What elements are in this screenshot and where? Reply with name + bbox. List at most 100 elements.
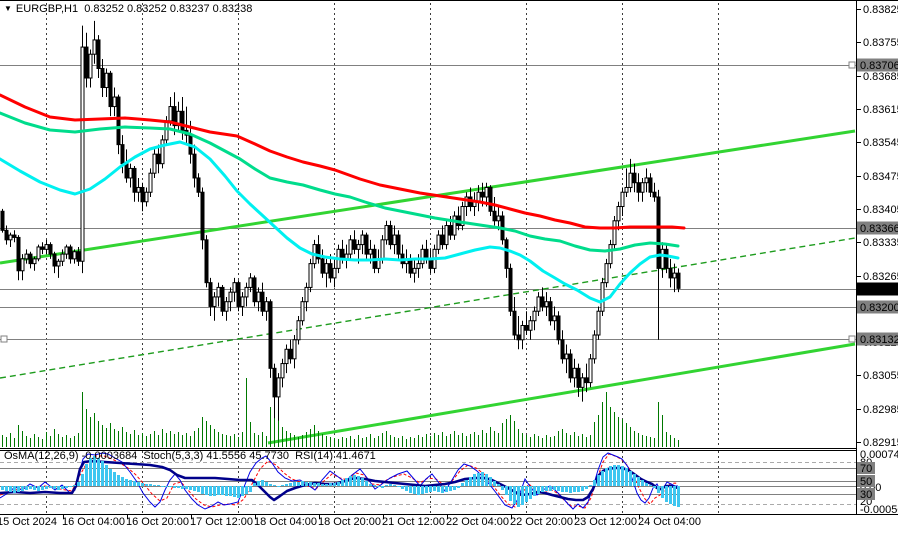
candle (348, 235, 353, 259)
candle (292, 335, 297, 369)
candle (236, 280, 241, 312)
symbol-dropdown-icon[interactable]: ▼ (4, 4, 12, 13)
candle (360, 230, 365, 255)
candle (0, 208, 5, 233)
candle (576, 363, 581, 397)
candle (664, 244, 669, 274)
candle (440, 225, 445, 250)
candle (136, 177, 141, 202)
candle (156, 144, 161, 174)
candle (260, 282, 265, 316)
candle (224, 296, 229, 321)
candle (112, 87, 117, 117)
pane-separators (0, 448, 898, 515)
ma-cyan-line[interactable] (0, 140, 680, 304)
candle (628, 158, 633, 193)
candle (16, 235, 21, 281)
candle (580, 373, 585, 402)
price-level-badge: 0.83706 (860, 60, 898, 72)
candle (400, 244, 405, 269)
candle (536, 292, 541, 316)
price-tick-label: 0.83825 (863, 4, 898, 16)
price-axis[interactable]: 0.83825 0.83755 0.83685 0.83615 0.83545 0.834… (856, 1, 898, 514)
candle (532, 306, 537, 331)
candle (196, 173, 201, 197)
candle (588, 354, 593, 388)
candle (244, 282, 249, 307)
candle (524, 311, 529, 336)
trendline-channel-mid[interactable] (0, 237, 856, 379)
candle (60, 249, 65, 267)
trendline-channel-upper[interactable] (0, 129, 856, 265)
candle (388, 220, 393, 250)
current-price-badge: 0.83238 (860, 284, 898, 296)
candle (324, 258, 329, 288)
time-tick-label: 16 Oct 04:00 (62, 516, 125, 528)
horizontal-levels-layer (0, 61, 856, 343)
candle (364, 232, 369, 259)
candle (64, 244, 69, 259)
candle (444, 220, 449, 250)
candle (56, 258, 61, 278)
trendline-channel-lower[interactable] (267, 342, 856, 445)
candle (256, 287, 261, 312)
candle (508, 263, 513, 316)
time-tick-label: 24 Oct 04:00 (638, 516, 701, 528)
candle (108, 70, 113, 117)
candle (84, 32, 89, 88)
candle (548, 296, 553, 326)
candle (280, 358, 285, 388)
candle (204, 235, 209, 288)
candle (584, 363, 589, 393)
candle (384, 220, 389, 245)
candle (192, 144, 197, 188)
candle (392, 225, 397, 255)
line-anchor-handle[interactable] (848, 61, 856, 69)
candle (528, 315, 533, 340)
candle (344, 244, 349, 269)
candle (24, 249, 29, 264)
time-tick-label: 18 Oct 04:00 (254, 516, 317, 528)
price-tick-label: 0.82985 (863, 404, 898, 416)
candle (144, 187, 149, 207)
candle (648, 173, 653, 197)
candle (616, 201, 621, 231)
time-axis[interactable]: 15 Oct 2024 16 Oct 04:00 16 Oct 20:00 17 Oc… (0, 514, 701, 528)
candle (472, 192, 477, 217)
candle (288, 339, 293, 364)
candle (248, 273, 253, 293)
candle (148, 168, 153, 197)
candle (300, 296, 305, 326)
indicator-level-badge: 50 (860, 476, 872, 488)
candle (240, 292, 245, 316)
candle (160, 135, 165, 169)
candle (212, 292, 217, 321)
candle (632, 163, 637, 193)
candle (72, 249, 77, 264)
candle (8, 232, 13, 247)
candle (636, 173, 641, 202)
candle (140, 182, 145, 212)
ma-red-line[interactable] (0, 93, 686, 230)
candle (68, 244, 73, 264)
candle (520, 320, 525, 350)
candle (100, 58, 105, 98)
candle (544, 292, 549, 316)
candle (572, 358, 577, 388)
indicator-axis[interactable]: 0.000747800.0020-0.000567705030 (857, 449, 898, 516)
indicator-tick-label: -0.000567 (860, 504, 898, 516)
indicator-tick-label: 0.000747 (860, 449, 898, 461)
candle (12, 230, 17, 243)
line-anchor-handle[interactable] (0, 335, 8, 343)
ma-green-line[interactable] (0, 111, 680, 253)
price-level-badge: 0.83132 (860, 334, 898, 346)
candle (560, 330, 565, 364)
candle (568, 349, 573, 383)
candle (644, 168, 649, 193)
line-anchor-handle[interactable] (848, 335, 856, 343)
candle (116, 94, 121, 155)
candle (676, 268, 681, 293)
candle (176, 101, 181, 131)
